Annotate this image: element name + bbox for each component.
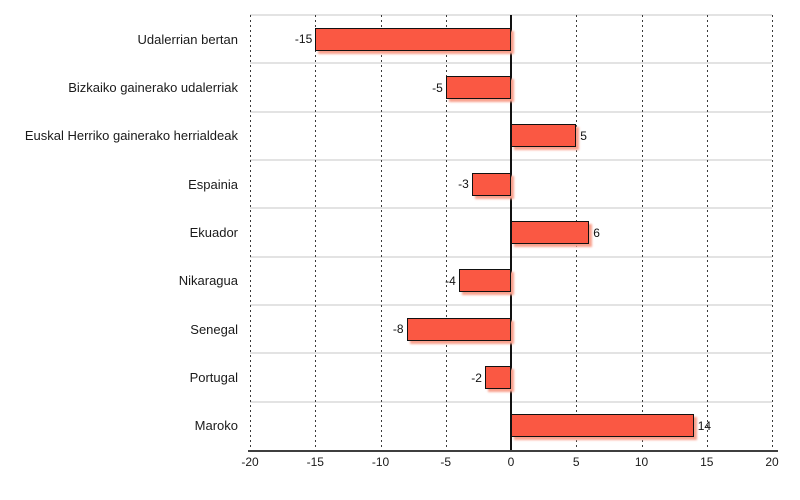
gridline-vertical [642,15,643,450]
bar [406,317,511,341]
x-axis-line [248,450,778,452]
category-label: Portugal [189,369,238,385]
bar [511,124,577,148]
value-label: -8 [392,322,404,337]
value-label: -3 [458,177,469,192]
category-label: Nikaragua [178,273,238,289]
value-label: -4 [445,273,456,288]
value-label: -2 [471,370,482,385]
bar [511,414,694,438]
gridline-vertical [446,15,447,450]
gridline-vertical [315,15,316,450]
value-label: -15 [294,32,313,47]
x-tick-label: 15 [700,455,714,469]
x-tick-label: 0 [507,455,515,469]
gridline-vertical [707,15,708,450]
value-label: 5 [580,128,587,143]
x-tick-label: -20 [241,455,259,469]
value-label: 6 [593,225,600,240]
bar [511,221,590,244]
category-label: Ekuador [189,224,238,240]
value-label: -5 [432,80,443,95]
x-tick-label: -15 [306,455,324,469]
x-tick-label: -5 [440,455,452,469]
x-tick-label: 5 [572,455,580,469]
gridline-vertical [381,15,382,450]
x-tick-label: 20 [765,455,779,469]
bar [484,366,511,389]
bar [315,27,511,51]
plot-area: -15 -5 5 -3 6 -4 -8 -2 14 [250,14,773,450]
x-tick-label: -10 [371,455,390,469]
gridline-vertical [250,15,251,450]
bar [471,172,511,196]
category-label: Espainia [188,176,238,192]
x-tick-label: 10 [634,455,649,469]
category-label: Udalerrian bertan [137,31,238,47]
category-label: Bizkaiko gainerako udalerriak [68,79,238,95]
value-label: 14 [697,418,712,433]
bar [458,269,511,293]
category-label: Senegal [190,321,238,337]
gridline-vertical [772,15,773,450]
category-label: Euskal Herriko gainerako herrialdeak [24,128,238,144]
category-label: Maroko [194,418,238,434]
bar [445,76,511,99]
